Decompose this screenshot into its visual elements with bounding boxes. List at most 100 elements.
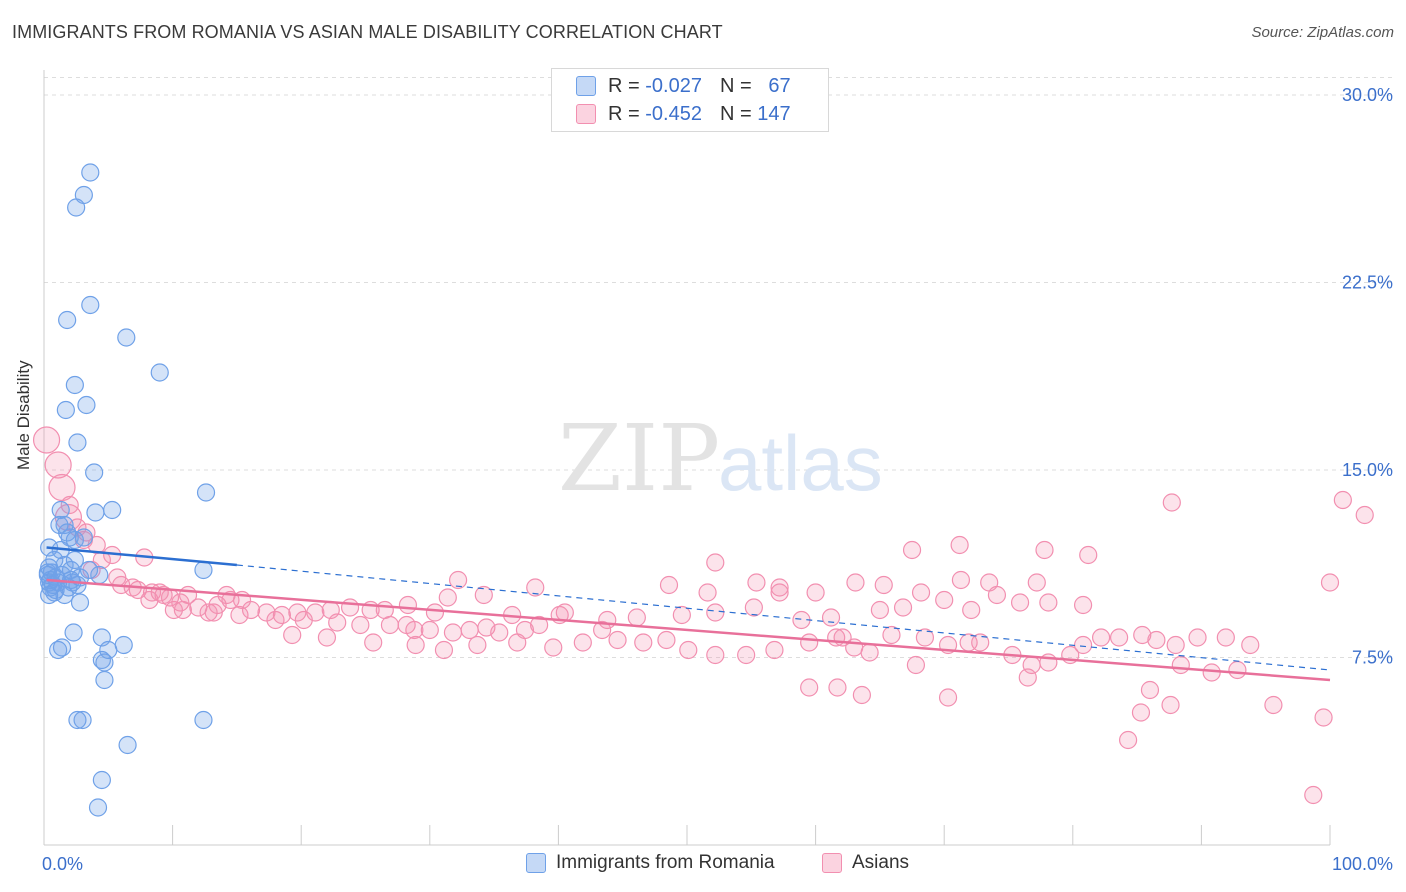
point-asians [398, 595, 418, 615]
point-asians [1073, 635, 1093, 655]
point-asians [1264, 695, 1283, 715]
point-asians [828, 678, 847, 697]
point-asians [608, 630, 627, 650]
point-romania [73, 710, 92, 730]
point-romania [92, 650, 111, 670]
point-asians [962, 600, 981, 620]
point-asians [294, 610, 313, 630]
point-romania [74, 528, 93, 547]
point-asians [870, 600, 890, 620]
point-asians [1109, 628, 1129, 647]
point-asians [747, 573, 766, 592]
point-asians [468, 635, 487, 655]
point-asians [1162, 493, 1181, 512]
point-romania [70, 593, 90, 612]
point-asians [1171, 655, 1190, 675]
point-asians [573, 633, 592, 652]
point-asians [882, 625, 901, 645]
y-tick-label: 30.0% [1342, 85, 1393, 105]
point-asians [1079, 545, 1098, 565]
x-tick-label: 0.0% [42, 854, 83, 874]
point-asians [380, 615, 400, 635]
point-asians [434, 640, 454, 660]
correlation-legend: R = -0.027 N = 67 R = -0.452 N = 147 [551, 68, 829, 132]
point-asians [706, 603, 725, 622]
point-romania [95, 670, 114, 690]
point-asians [806, 583, 825, 602]
point-romania [49, 640, 68, 660]
point-asians [1228, 660, 1247, 680]
watermark-atlas: atlas [718, 419, 883, 507]
point-romania [77, 395, 96, 415]
point-asians [846, 573, 865, 592]
point-asians [283, 625, 302, 645]
point-romania [68, 710, 87, 730]
point-asians [860, 643, 879, 662]
point-asians [1091, 628, 1111, 647]
x-tick-label: 100.0% [1332, 854, 1393, 874]
point-asians [800, 633, 819, 652]
point-romania [117, 328, 136, 347]
point-asians [173, 600, 192, 620]
point-asians [679, 640, 698, 660]
legend-n-label: N = [719, 74, 752, 97]
point-asians [351, 615, 370, 635]
bottom-legend-label: Immigrants from Romania [556, 852, 775, 873]
point-asians [1333, 490, 1352, 510]
bottom-legend-swatch-pink [822, 853, 842, 873]
point-asians [1018, 668, 1037, 687]
legend-r-value: -0.027 [645, 74, 702, 97]
point-asians [951, 570, 971, 590]
point-asians [1355, 505, 1374, 525]
point-asians [1133, 625, 1152, 645]
point-romania [92, 770, 111, 790]
point-asians [737, 645, 756, 665]
point-asians [1314, 708, 1333, 727]
point-romania [114, 635, 133, 655]
point-asians [460, 620, 479, 640]
point-romania [65, 375, 84, 395]
point-asians [971, 633, 990, 652]
point-asians [1118, 730, 1138, 750]
point-romania [68, 433, 87, 452]
point-asians [906, 655, 926, 675]
point-asians [204, 603, 223, 622]
point-asians [288, 603, 307, 622]
point-romania [194, 710, 213, 730]
point-asians [800, 678, 819, 697]
trend-line-romania [46, 546, 238, 567]
point-asians [698, 583, 717, 602]
y-tick-labels: 7.5% 15.0% 22.5% 30.0% [1342, 85, 1393, 668]
point-asians [938, 688, 958, 707]
bottom-legend-label: Asians [852, 852, 910, 873]
point-romania [58, 523, 77, 542]
point-asians [1202, 663, 1221, 682]
chart-title: IMMIGRANTS FROM ROMANIA VS ASIAN MALE DI… [12, 22, 723, 42]
point-romania [67, 198, 86, 217]
point-asians [950, 535, 969, 555]
point-romania [81, 295, 100, 315]
point-asians [672, 605, 691, 625]
bottom-legend-romania: Immigrants from Romania [526, 852, 775, 874]
point-romania [88, 798, 108, 817]
point-asians [1320, 573, 1340, 592]
point-asians [627, 608, 646, 627]
point-asians [555, 603, 574, 622]
point-asians [770, 578, 789, 597]
point-asians [1035, 540, 1054, 560]
watermark-zip: ZIP [558, 405, 720, 512]
point-asians [1140, 680, 1160, 700]
y-tick-label: 15.0% [1342, 460, 1393, 480]
bottom-legend-asians: Asians [822, 852, 909, 874]
x-tick-labels: 0.0% 100.0% [42, 854, 1393, 874]
point-asians [241, 600, 261, 620]
point-asians [765, 640, 784, 660]
legend-row-romania: R = -0.027 N = 67 [576, 73, 791, 99]
point-asians [1304, 785, 1323, 805]
legend-r-label: R = [608, 102, 640, 125]
point-asians [1188, 628, 1207, 647]
point-romania [118, 735, 137, 755]
axes [43, 70, 1331, 846]
point-romania [51, 500, 70, 520]
